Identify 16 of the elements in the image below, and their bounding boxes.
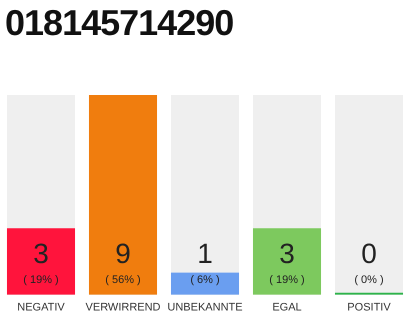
data-label: 9 xyxy=(115,238,131,269)
annotation: ( 56% ) xyxy=(105,274,141,286)
x-tick-label: POSITIV xyxy=(347,301,392,314)
annotation: ( 19% ) xyxy=(23,274,59,286)
annotation: ( 19% ) xyxy=(269,274,305,286)
data-label: 1 xyxy=(197,238,213,269)
data-label: 3 xyxy=(33,238,49,269)
chart-title: 018145714290 xyxy=(5,2,234,44)
x-tick-label: EGAL xyxy=(272,301,302,314)
data-label: 3 xyxy=(279,238,295,269)
x-tick-label: VERWIRREND xyxy=(86,301,161,314)
x-tick-label: UNBEKANNTE xyxy=(167,301,243,314)
annotation: ( 0% ) xyxy=(354,274,384,286)
data-label: 0 xyxy=(361,238,377,269)
x-tick-label: NEGATIV xyxy=(17,301,66,314)
annotation: ( 6% ) xyxy=(190,274,220,286)
